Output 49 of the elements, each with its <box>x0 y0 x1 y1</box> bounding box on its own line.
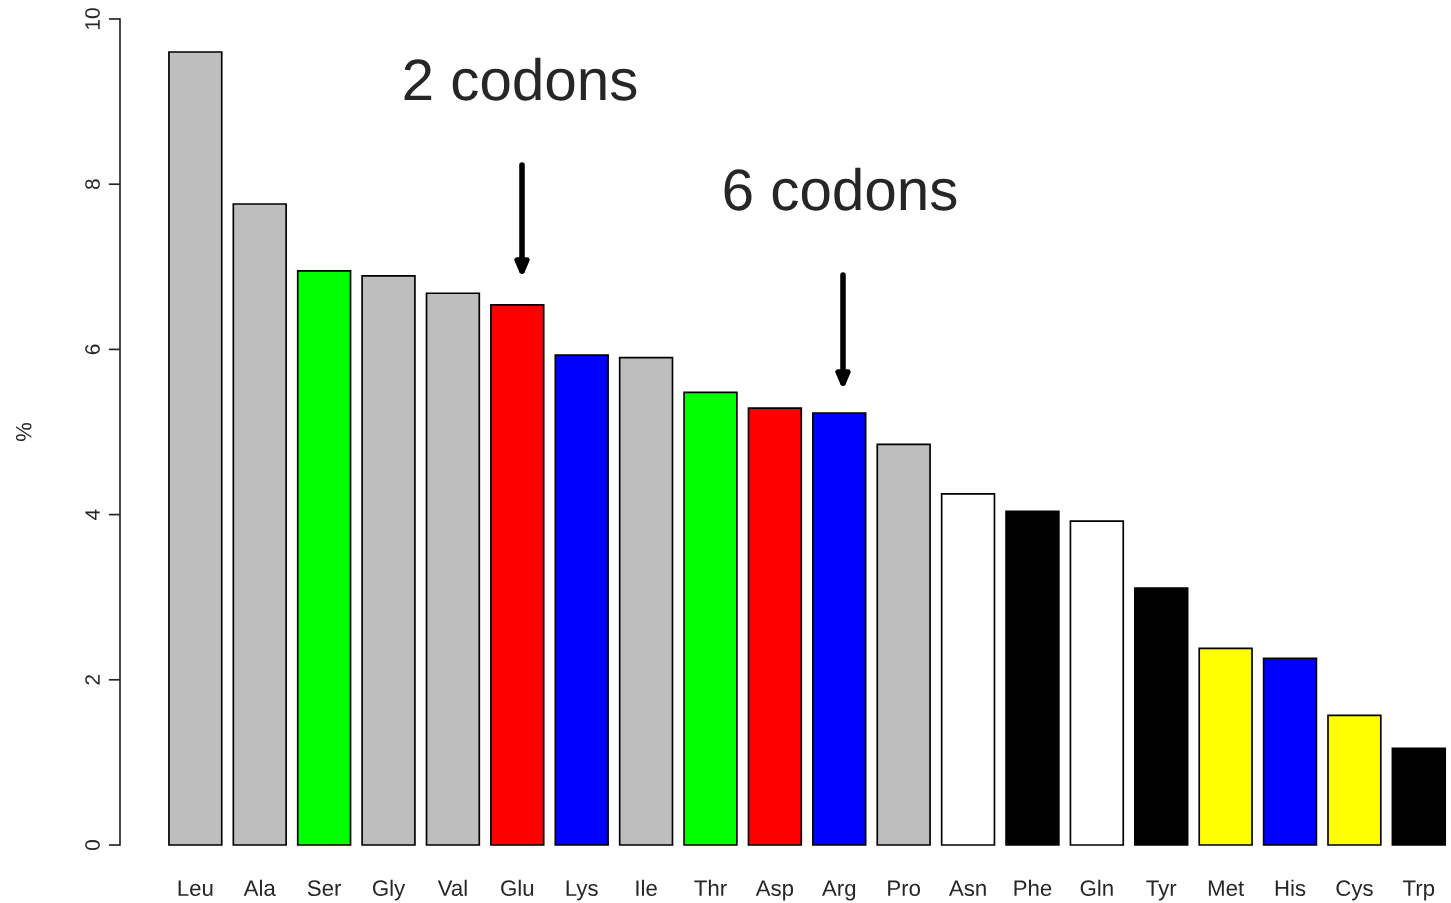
bar <box>1391 747 1447 846</box>
x-tick-label: Glu <box>501 879 534 897</box>
annotation: 2 codons <box>404 57 637 101</box>
x-tick-label: Ile <box>636 879 657 897</box>
x-tick-label: Pro <box>888 880 921 897</box>
x-tick-label: Ser <box>307 880 342 897</box>
y-axis-title: % <box>15 422 32 442</box>
x-tick-label: Lys <box>566 880 598 901</box>
bar <box>940 493 996 846</box>
bar <box>490 303 545 846</box>
bar <box>812 412 867 846</box>
bar <box>618 356 674 846</box>
y-tick-label: 2 <box>85 675 100 685</box>
x-tick-label: Cys <box>1336 880 1373 901</box>
y-tick-label: 8 <box>85 179 100 190</box>
bar <box>1327 714 1382 846</box>
bar <box>683 391 738 846</box>
bar <box>296 270 352 846</box>
annotation: 6 codons <box>724 167 957 211</box>
bar <box>1133 587 1189 846</box>
bar <box>232 203 287 846</box>
bar <box>425 292 481 846</box>
x-tick-label: Gln <box>1080 879 1113 897</box>
y-tick-label: 10 <box>85 8 100 29</box>
x-tick-label: Thr <box>694 879 727 896</box>
bar <box>168 51 223 846</box>
y-tick-label: 4 <box>85 509 100 520</box>
x-tick-label: Tyr <box>1146 880 1177 901</box>
bar <box>876 443 931 846</box>
y-tick-label: 0 <box>85 840 100 850</box>
x-tick-label: Arg <box>822 880 856 901</box>
x-tick-label: His <box>1275 879 1306 897</box>
y-tick-label: 6 <box>85 344 100 355</box>
x-tick-label: Met <box>1208 880 1244 897</box>
bar <box>747 407 803 846</box>
x-tick-label: Asn <box>948 880 986 897</box>
bar <box>1262 657 1318 846</box>
bar <box>554 354 609 846</box>
bar <box>1069 520 1125 846</box>
bar <box>1005 510 1060 846</box>
bar <box>1198 647 1253 846</box>
x-tick-label: Leu <box>178 880 213 897</box>
bar <box>361 275 416 846</box>
x-tick-label: Trp <box>1403 880 1435 901</box>
x-tick-label: Ala <box>243 879 276 897</box>
x-tick-label: Asp <box>755 880 794 901</box>
x-tick-label: Phe <box>1014 879 1052 897</box>
x-tick-label: Gly <box>372 879 406 901</box>
x-tick-label: Val <box>437 879 467 897</box>
